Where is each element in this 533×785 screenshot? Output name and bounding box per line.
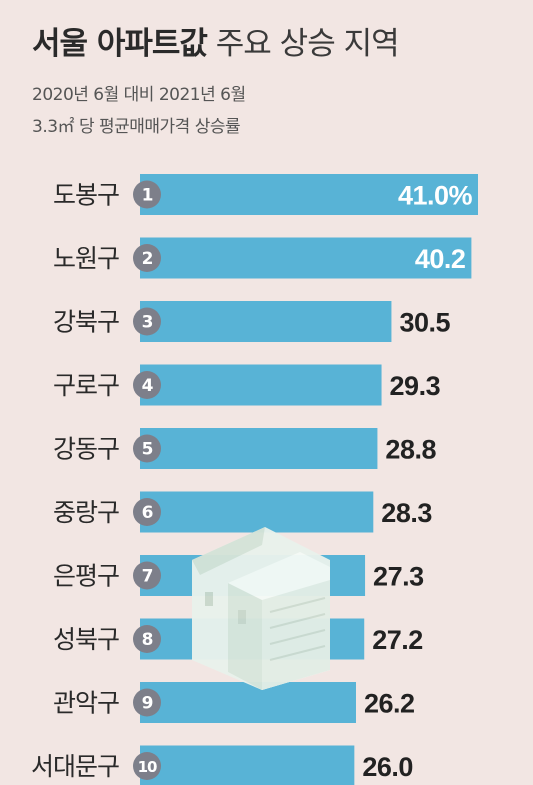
title-light: 주요 상승 지역 [215,26,400,62]
category-label-9: 관악구 [53,689,119,718]
value-label-3: 30.5 [399,308,450,338]
category-label-8: 성북구 [53,625,119,654]
value-label-1: 41.0% [398,181,473,211]
rank-badge-4 [133,371,161,399]
chart-title: 서울 아파트값 주요 상승 지역 [32,18,400,63]
category-label-1: 도봉구 [53,181,119,210]
value-label-8: 27.2 [372,625,423,655]
value-label-5: 28.8 [385,435,436,465]
bar-9 [140,682,356,723]
bar-4 [140,364,382,406]
category-label-5: 강동구 [53,435,119,464]
rank-number-9: 9 [142,694,153,714]
category-label-2: 노원구 [53,244,119,273]
subtitle-line-2: 3.3㎡ 당 평균매매가격 상승률 [32,117,241,137]
rank-number-7: 7 [142,567,153,587]
bar-6 [140,491,374,533]
category-label-10: 서대문구 [31,752,119,781]
rank-badge-1 [133,180,161,209]
category-label-7: 은평구 [53,562,119,591]
rank-number-10: 10 [138,758,157,776]
value-label-4: 29.3 [390,371,441,401]
rank-number-5: 5 [142,440,153,460]
value-label-2: 40.2 [415,244,466,274]
rank-number-6: 6 [142,503,153,523]
value-label-9: 26.2 [364,689,415,719]
rank-number-8: 8 [142,630,153,650]
bar-10 [140,745,355,785]
rank-number-2: 2 [142,249,153,269]
value-label-6: 28.3 [381,498,432,528]
rank-number-3: 3 [142,313,153,333]
rank-badge-8 [133,625,161,653]
value-label-10: 26.0 [362,752,413,782]
category-label-4: 구로구 [53,371,119,400]
bar-2 [140,237,472,279]
rank-number-4: 4 [142,376,154,396]
bar-3 [140,301,392,342]
rank-badge-6 [133,498,161,526]
category-label-6: 중랑구 [53,498,119,527]
bar-1 [140,174,478,215]
subtitle-line-1: 2020년 6월 대비 2021년 6월 [32,85,246,105]
rank-number-1: 1 [142,186,153,206]
title-bold: 서울 아파트값 [32,26,208,62]
rank-badge-3 [133,307,161,336]
value-label-7: 27.3 [373,562,424,592]
rank-badge-2 [133,244,161,272]
rank-badge-7 [133,561,161,590]
category-label-3: 강북구 [53,308,119,337]
rank-badge-5 [133,434,161,463]
rank-badge-9 [133,688,161,717]
rank-badge-10 [133,752,161,780]
building-icon [192,527,330,690]
bar-5 [140,428,378,469]
